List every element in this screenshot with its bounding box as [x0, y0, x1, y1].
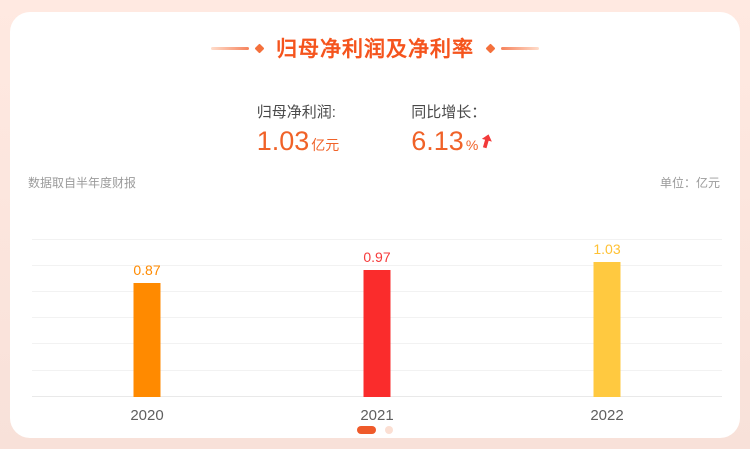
stat-net-profit-label: 归母净利润:: [256, 104, 336, 121]
diamond-icon: [485, 43, 496, 53]
stats-row: 归母净利润: 1.03 亿元 同比增长： 6.13 %: [10, 101, 740, 157]
stat-yoy-growth-value: 6.13 %: [411, 126, 493, 157]
title-decoration-left: [211, 43, 265, 53]
x-axis-label: 2021: [360, 406, 394, 424]
bar-value-label: 1.03: [593, 240, 621, 257]
bar-group-2020: 0.87 2020: [102, 240, 192, 424]
chart-plot-area: 0.87 2020 0.97 2021 1.03 2022: [32, 238, 722, 424]
bar-value-label: 0.97: [363, 248, 391, 265]
decoration-line: [501, 46, 539, 50]
unit-label: 单位：亿元: [659, 175, 720, 190]
stat-net-profit-number: 1.03: [256, 126, 310, 156]
pagination-dot-1[interactable]: [357, 425, 376, 434]
bar-2022[interactable]: [593, 261, 621, 397]
chart-card: 归母净利润及净利率 归母净利润: 1.03 亿元 同比增长： 6.13 %: [10, 12, 740, 438]
x-axis-label: 2022: [590, 406, 624, 424]
diamond-icon: [254, 43, 265, 53]
stat-yoy-growth-unit: %: [465, 137, 479, 153]
bar-value-label: 0.87: [133, 261, 161, 278]
stat-net-profit-value: 1.03 亿元: [256, 126, 340, 157]
stat-yoy-growth-label: 同比增长：: [411, 104, 487, 121]
data-source-note: 数据取自半年度财报: [28, 175, 137, 190]
stat-net-profit-unit: 亿元: [311, 137, 340, 153]
bar-chart: 0.87 2020 0.97 2021 1.03 2022: [32, 238, 722, 424]
decoration-line: [211, 46, 249, 50]
bar-2020[interactable]: [133, 282, 161, 397]
bar-group-2022: 1.03 2022: [562, 240, 652, 424]
stat-yoy-growth: 同比增长： 6.13 %: [411, 101, 493, 157]
stat-net-profit: 归母净利润: 1.03 亿元: [257, 101, 340, 157]
bar-group-2021: 0.97 2021: [332, 240, 422, 424]
section-title-row: 归母净利润及净利率: [10, 33, 740, 63]
carousel-pagination: [10, 425, 740, 434]
section-title: 归母净利润及净利率: [276, 38, 474, 61]
gridline: [32, 238, 722, 240]
gridline: [32, 264, 722, 266]
x-axis-label: 2020: [130, 406, 164, 424]
bar-2021[interactable]: [363, 269, 391, 397]
arrow-up-icon: [480, 134, 493, 149]
meta-row: 数据取自半年度财报 单位：亿元: [28, 174, 720, 191]
stat-yoy-growth-number: 6.13: [411, 126, 464, 156]
title-decoration-right: [485, 43, 539, 53]
pagination-dot-2[interactable]: [385, 425, 393, 434]
